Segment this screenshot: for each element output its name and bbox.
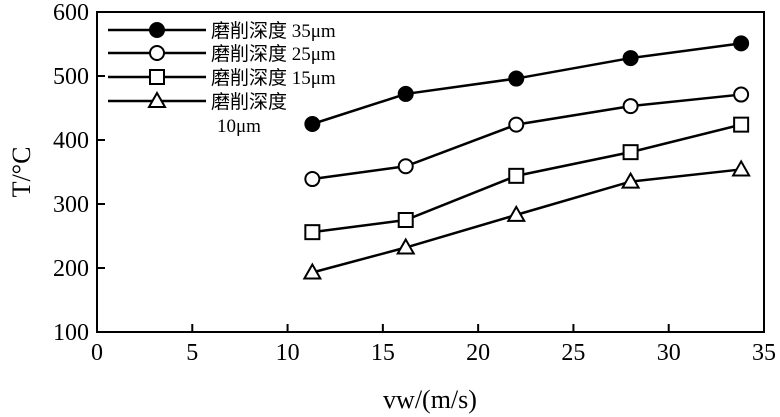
data-point: [733, 116, 750, 133]
data-point: [396, 237, 416, 255]
y-tick-label: 600: [53, 0, 89, 26]
data-point: [622, 50, 639, 67]
data-point: [304, 224, 321, 241]
series-line: [312, 123, 742, 234]
series-line: [312, 93, 742, 181]
data-point: [508, 70, 525, 87]
data-point: [620, 171, 641, 189]
legend-label: 磨削深度 15μm: [211, 67, 336, 89]
series-3: [304, 116, 750, 241]
x-tick-label: 30: [657, 340, 681, 366]
data-point: [733, 86, 750, 103]
x-tick-label: 5: [186, 340, 198, 366]
legend-label: 磨削深度 10μm: [211, 91, 287, 137]
data-point: [397, 85, 414, 102]
data-point: [622, 144, 639, 161]
y-axis-ticks: 100 200 300 400 500 600: [53, 0, 105, 346]
plot-frame: [96, 11, 765, 333]
data-point: [508, 167, 525, 184]
y-tick-label: 400: [53, 128, 89, 154]
series-layer: [302, 35, 751, 280]
data-point: [508, 116, 525, 133]
data-point: [304, 116, 321, 132]
x-tick-label: 25: [561, 340, 585, 366]
data-point: [506, 204, 526, 222]
data-point: [304, 171, 321, 188]
y-tick-label: 500: [53, 64, 89, 90]
y-axis-label: T/°C: [7, 147, 36, 198]
legend-label: 磨削深度 35μm: [211, 20, 336, 42]
x-tick-label: 15: [371, 340, 395, 366]
y-tick-label: 300: [53, 192, 89, 218]
x-axis-label: vw/(m/s): [383, 385, 477, 414]
legend-marker: [147, 90, 167, 108]
series-line: [312, 168, 742, 274]
data-point: [302, 262, 323, 280]
y-tick-label: 200: [53, 256, 89, 282]
series-4: [302, 159, 751, 280]
series-1: [304, 35, 750, 132]
data-point: [733, 35, 750, 52]
x-axis-ticks: 0 5 10 15 20 25 30 35: [91, 324, 776, 366]
data-point: [731, 159, 751, 177]
data-point: [622, 98, 639, 115]
legend-marker: [149, 69, 165, 85]
legend-marker: [149, 22, 165, 38]
legend-label: 磨削深度 25μm: [211, 43, 336, 65]
x-tick-label: 20: [466, 340, 490, 366]
x-tick-label: 10: [276, 340, 300, 366]
series-line: [311, 42, 742, 126]
x-tick-label: 0: [91, 340, 103, 366]
y-tick-label: 100: [53, 320, 89, 346]
data-point: [397, 158, 414, 175]
legend-marker: [149, 45, 165, 61]
data-point: [397, 212, 414, 228]
series-2: [304, 86, 750, 188]
x-tick-label: 35: [752, 340, 776, 366]
